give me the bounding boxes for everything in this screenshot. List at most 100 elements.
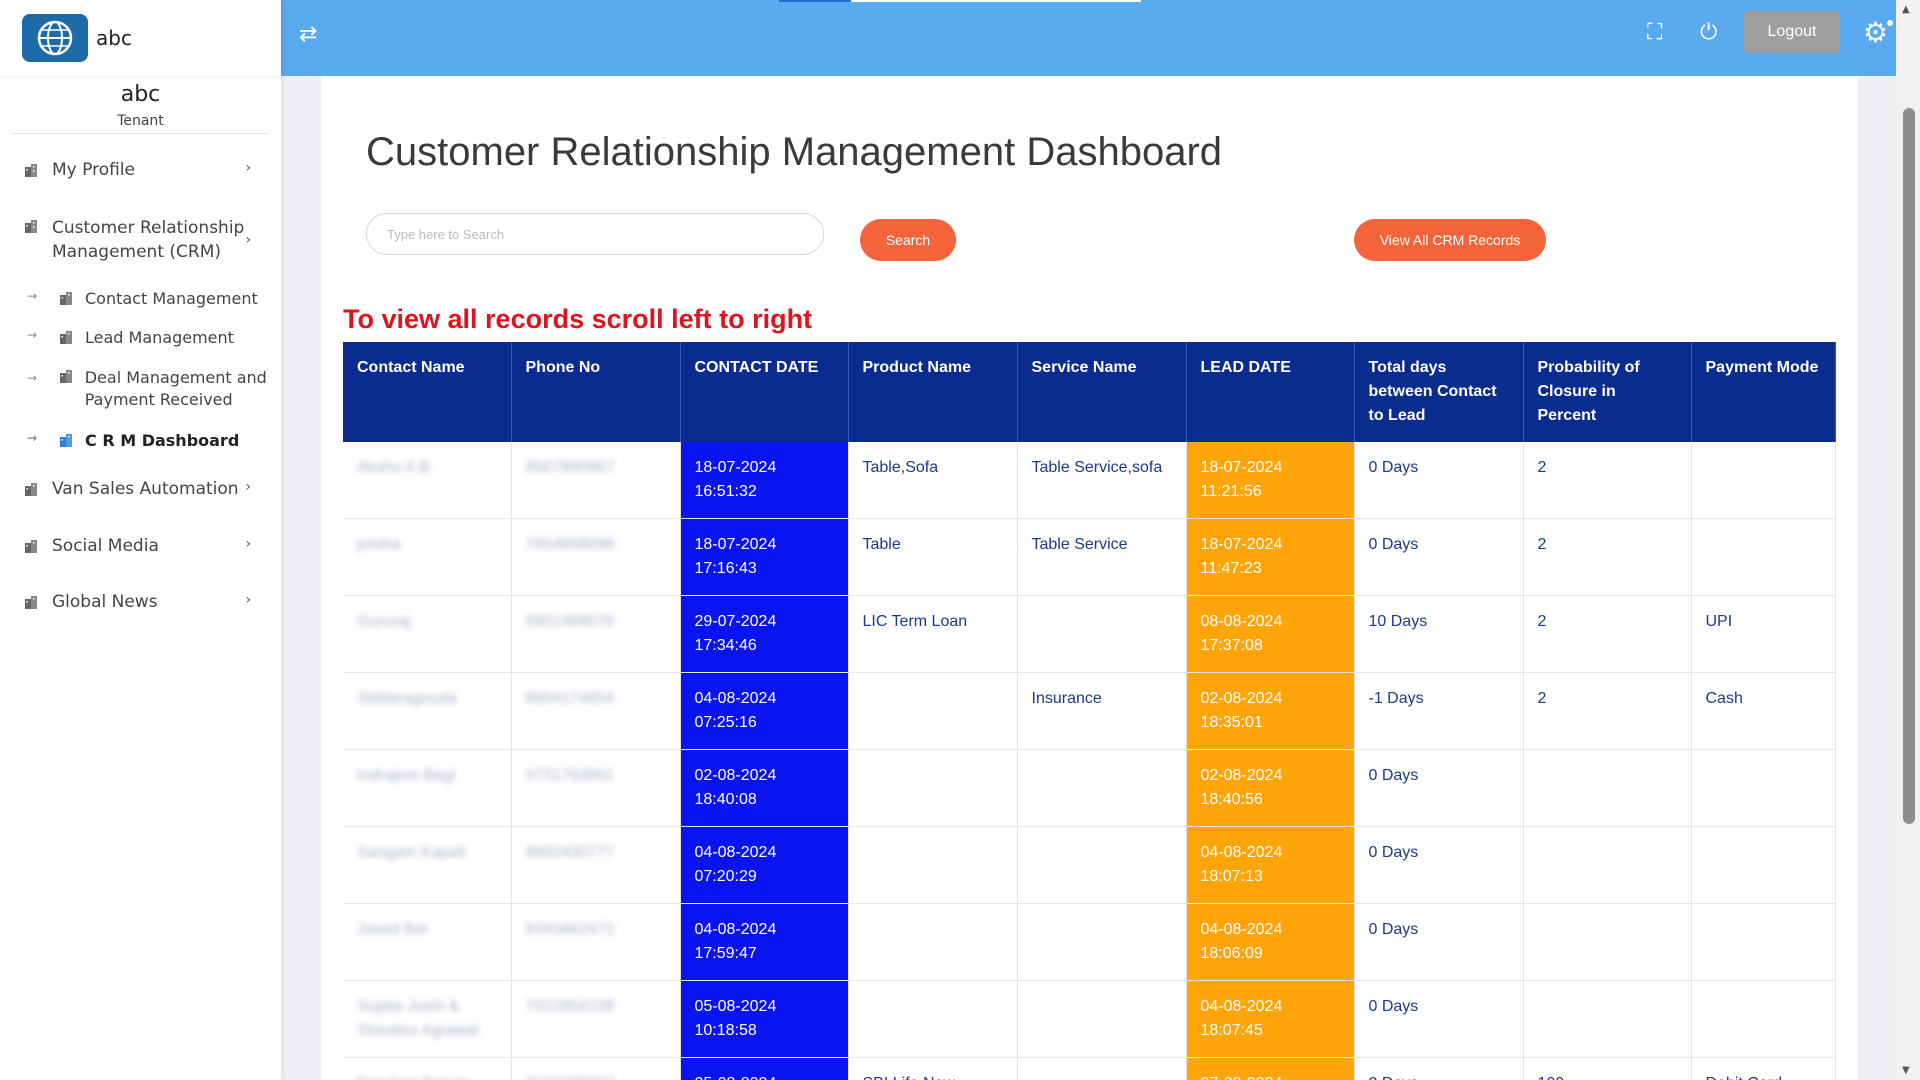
search-input[interactable] [366,213,824,255]
lead-date-cell: 02-08-2024 18:35:01 [1186,672,1355,750]
payment-mode-cell [1691,442,1836,519]
arrow-right-icon: → [27,289,38,303]
top-bar: ⇄ ⛶ ⏻ Logout ⚙ [281,0,1896,76]
sidebar-subitem-label: Lead Management [85,328,234,347]
scrollbar-thumb[interactable] [1903,108,1915,824]
brand[interactable]: abc [0,0,281,76]
sidebar-item-van-sales[interactable]: Van Sales Automation › [0,479,281,499]
probability-cell [1523,980,1692,1058]
view-all-crm-records-button[interactable]: View All CRM Records [1354,219,1546,261]
chevron-right-icon: › [245,479,251,495]
sidebar-item-my-profile[interactable]: My Profile › [0,160,281,180]
sidebar-item-label: Global News [52,592,158,612]
table-row[interactable]: Gururaj 9901468076 29-07-2024 17:34:46 LIC … [343,595,1836,673]
table-row[interactable]: Darshan Bekale819729560705-08-2024SBI Li… [343,1057,1836,1080]
payment-mode-cell [1691,826,1836,904]
product-name-cell [848,980,1018,1058]
sidebar-subitem-deal-management[interactable]: → Deal Management and Payment Received [0,367,281,411]
payment-mode-cell [1691,518,1836,596]
phone-no-cell: 8343462472 [511,903,681,981]
logout-button[interactable]: Logout [1744,11,1840,53]
building-icon [25,596,37,609]
sidebar-item-crm[interactable]: Customer Relationship Management (CRM) › [0,216,281,264]
total-days-cell: 2 Days [1354,1057,1524,1080]
contact-name-cell: Gururaj [343,595,512,673]
building-icon [25,220,37,233]
total-days-cell: -1 Days [1354,672,1524,750]
probability-cell [1523,826,1692,904]
sidebar-item-social-media[interactable]: Social Media › [0,536,281,556]
sidebar: abc abc Tenant My Profile › Customer Rel… [0,0,281,1080]
table-row[interactable]: Sangam Kapali 8892430777 04-08-2024 07:20:… [343,826,1836,904]
sidebar-item-label: Van Sales Automation [52,479,239,499]
sidebar-subitem-label: C R M Dashboard [85,431,240,450]
arrow-right-icon: → [27,431,38,445]
table-row[interactable]: Javed Bel 8343462472 04-08-2024 17:59:47 04… [343,903,1836,981]
payment-mode-cell: Debit Card [1691,1057,1836,1080]
phone-no-cell: 9901468076 [511,595,681,673]
service-name-cell [1017,903,1187,981]
table-row[interactable]: Indrajeet Bagi 9731763861 02-08-2024 18:40… [343,749,1836,827]
dashboard-card: Customer Relationship Management Dashboa… [321,76,1857,1080]
total-days-cell: 0 Days [1354,980,1524,1058]
contact-date-cell: 18-07-2024 17:16:43 [680,518,849,596]
column-header: Total days between Contact to Lead [1354,342,1524,442]
scroll-up-icon[interactable]: ▲ [1902,4,1910,15]
lead-date-cell: 04-08-2024 18:07:13 [1186,826,1355,904]
top-progress-track [851,0,1141,2]
fullscreen-icon[interactable]: ⛶ [1647,20,1663,45]
sidebar-item-global-news[interactable]: Global News › [0,592,281,612]
arrow-right-icon: → [27,328,38,342]
contact-date-cell: 18-07-2024 16:51:32 [680,442,849,519]
contact-date-cell: 04-08-2024 07:25:16 [680,672,849,750]
probability-cell: 2 [1523,672,1692,750]
service-name-cell [1017,980,1187,1058]
lead-date-cell: 18-07-2024 11:47:23 [1186,518,1355,596]
service-name-cell: Table Service [1017,518,1187,596]
product-name-cell [848,749,1018,827]
column-header: Contact Name [343,342,512,442]
building-icon [60,292,72,305]
table-row[interactable]: Siddaragouda 8904174854 04-08-2024 07:25:1… [343,672,1836,750]
service-name-cell [1017,749,1187,827]
building-icon [60,434,72,447]
contact-name-cell: Siddaragouda [343,672,512,750]
crm-records-table: Contact Name Phone No CONTACT DATE Produ… [343,342,1836,1080]
sidebar-item-label: My Profile [52,160,135,180]
phone-no-cell: 7022854108 [511,980,681,1058]
gear-icon[interactable]: ⚙ [1863,16,1889,49]
total-days-cell: 0 Days [1354,518,1524,596]
probability-cell: 100 [1523,1057,1692,1080]
table-row[interactable]: Akshu A B 8567890967 18-07-2024 16:51:32 Ta… [343,442,1836,519]
phone-no-cell: 8892430777 [511,826,681,904]
service-name-cell [1017,1057,1187,1080]
brand-name: abc [96,26,132,50]
user-box: abc Tenant [12,76,269,134]
contact-name-cell: Akshu A B [343,442,512,519]
contact-date-cell: 05-08-2024 [680,1057,849,1080]
service-name-cell [1017,595,1187,673]
sidebar-subitem-crm-dashboard[interactable]: → C R M Dashboard [0,431,281,450]
table-row[interactable]: prisha 7654908098 18-07-2024 17:16:43 Table… [343,518,1836,596]
phone-no-cell: 8197295607 [511,1057,681,1080]
probability-cell [1523,903,1692,981]
total-days-cell: 10 Days [1354,595,1524,673]
product-name-cell: Table [848,518,1018,596]
contact-name-cell: prisha [343,518,512,596]
search-button[interactable]: Search [860,219,956,261]
sidebar-subitem-lead-management[interactable]: → Lead Management [0,328,281,347]
contact-name-cell: Javed Bel [343,903,512,981]
scroll-down-icon[interactable]: ▼ [1902,1065,1910,1076]
page-scrollbar[interactable]: ▲ ▼ [1896,0,1920,1080]
sidebar-subitem-contact-management[interactable]: → Contact Management [0,289,281,308]
table-row[interactable]: Sujata Joshi & Shivalex Agrawal 702285410… [343,980,1836,1058]
sidebar-item-label: Customer Relationship Management (CRM) [52,218,245,262]
user-role: Tenant [117,113,164,129]
power-icon[interactable]: ⏻ [1700,20,1718,45]
building-icon [60,331,72,344]
column-header: Product Name [848,342,1018,442]
chevron-right-icon: › [245,232,251,248]
toggle-sidebar-icon[interactable]: ⇄ [299,22,318,47]
contact-date-cell: 29-07-2024 17:34:46 [680,595,849,673]
phone-no-cell: 7654908098 [511,518,681,596]
